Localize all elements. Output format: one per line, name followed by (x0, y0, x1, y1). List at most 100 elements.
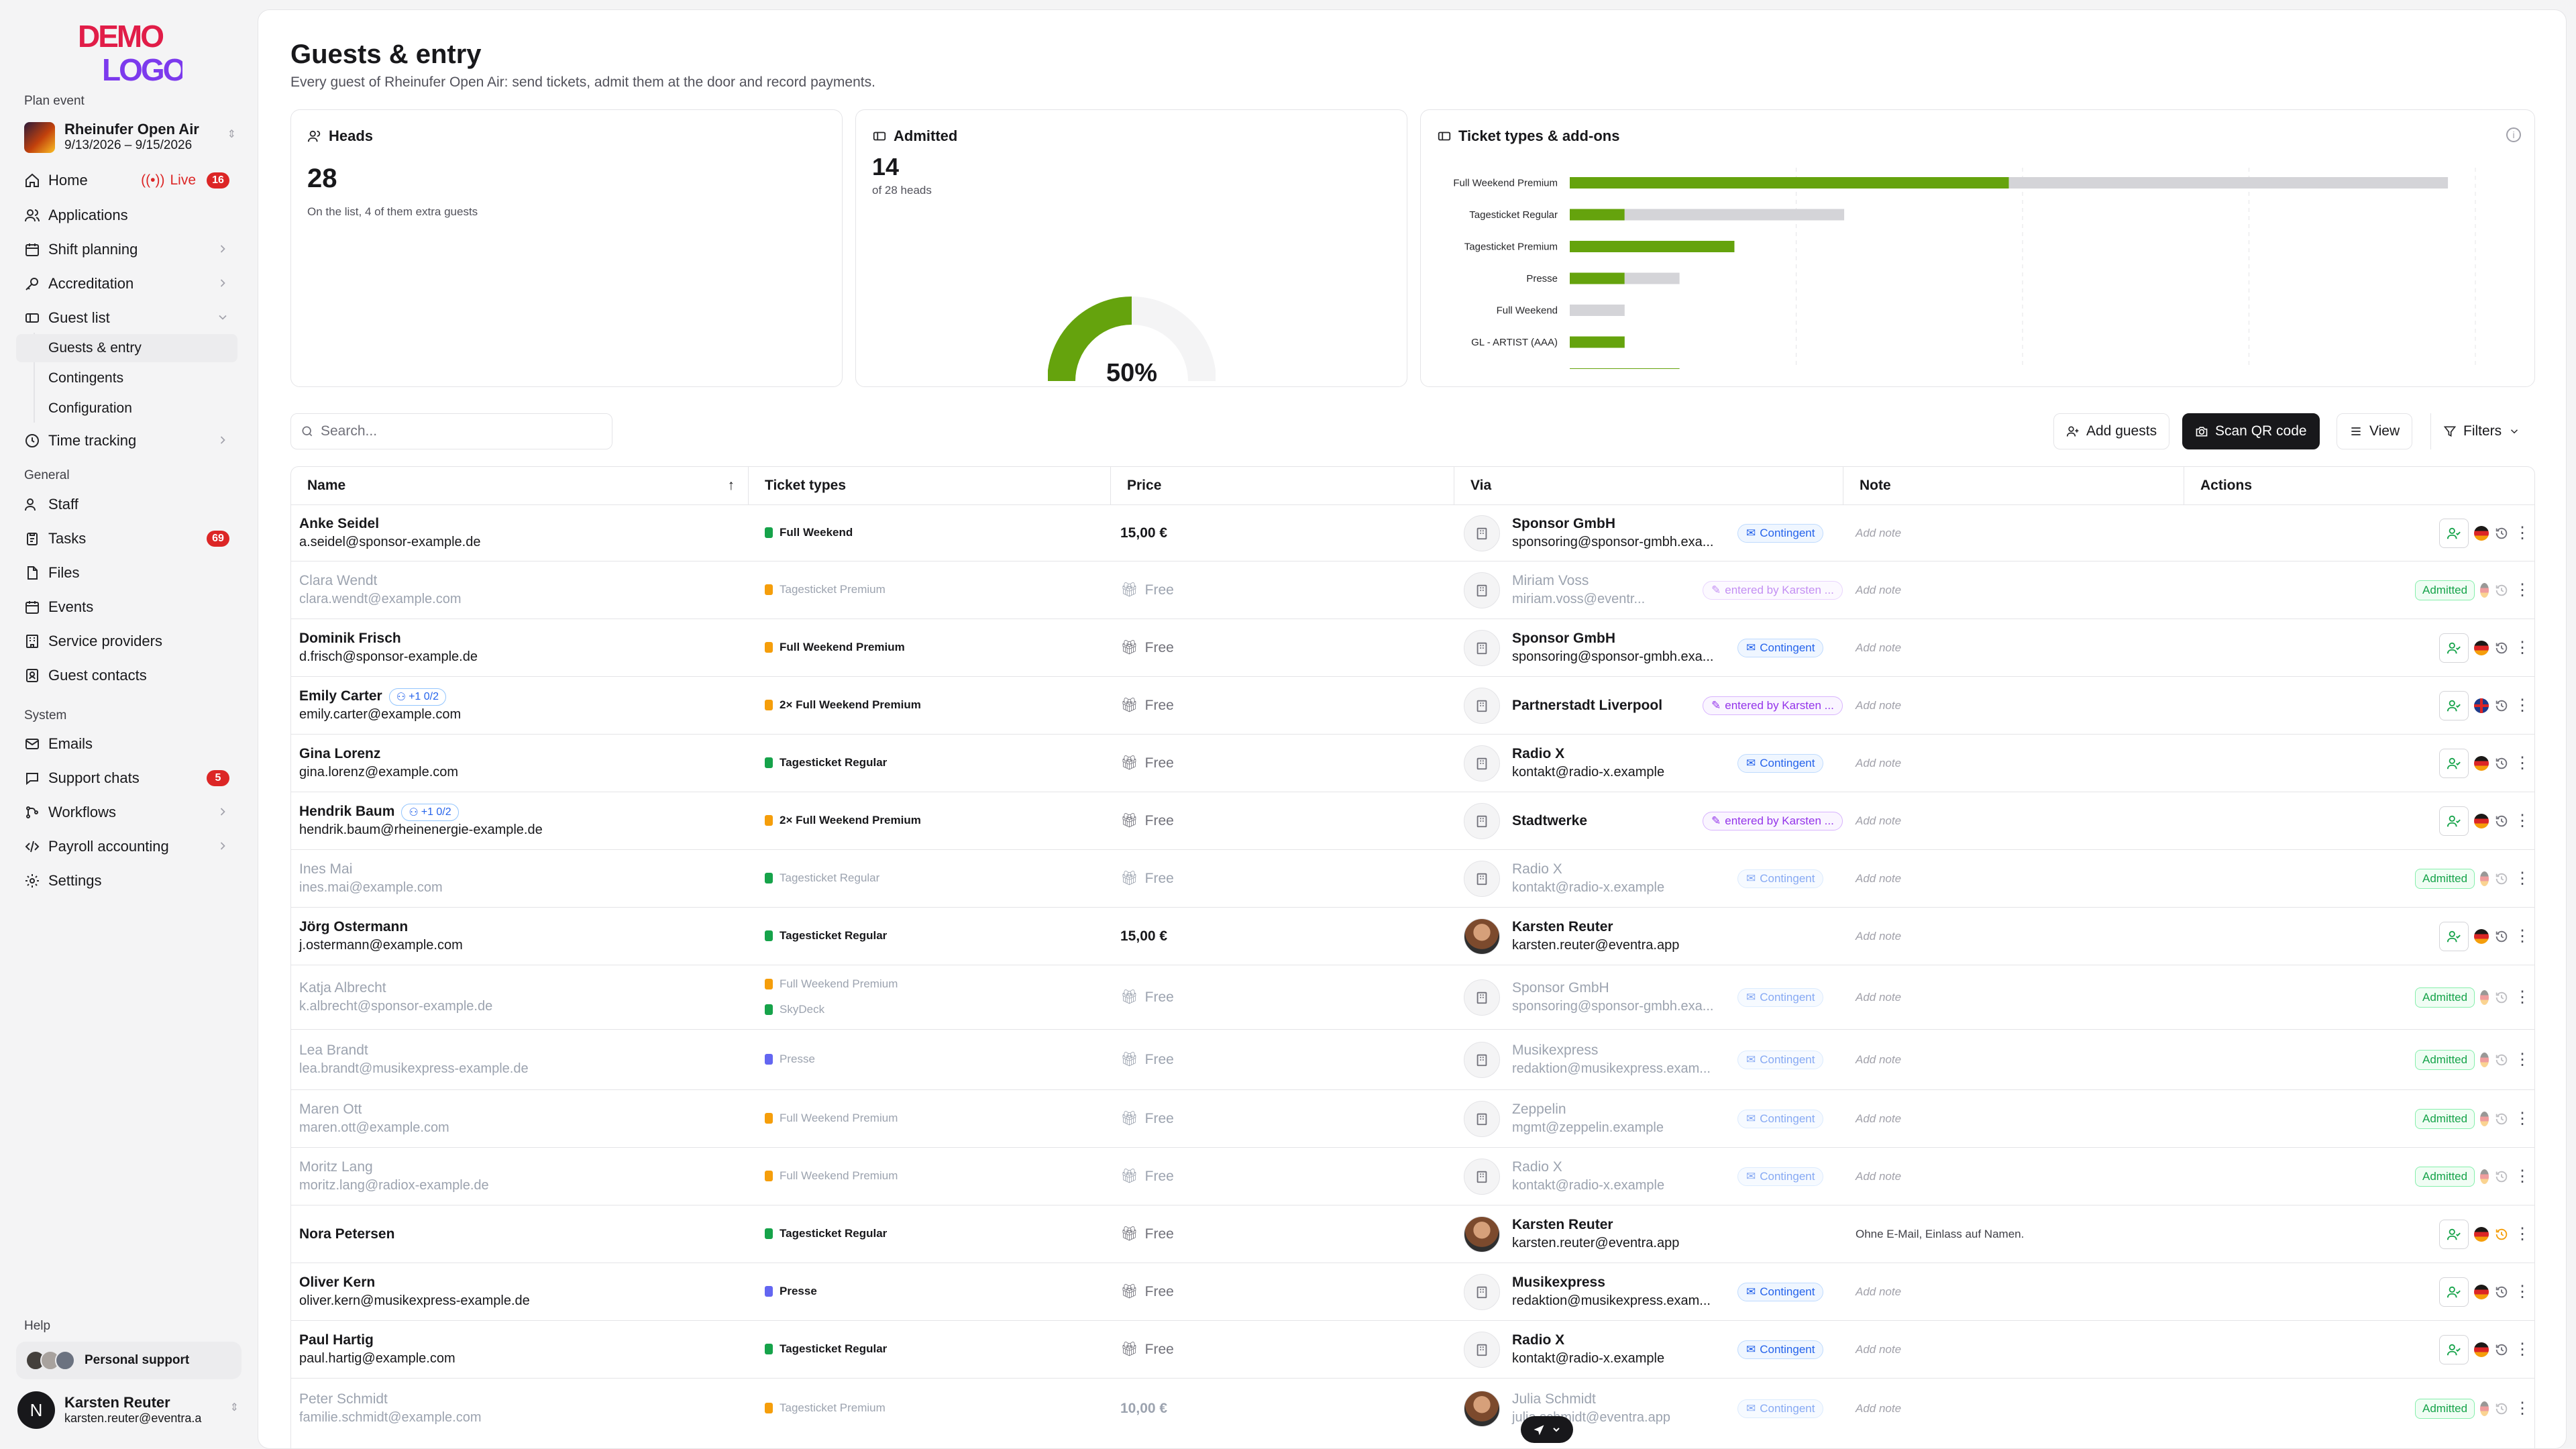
table-row[interactable]: Anke Seidel a.seidel@sponsor-example.de Fu… (291, 504, 2534, 561)
table-row[interactable]: Oliver Kern oliver.kern@musikexpress-exam… (291, 1263, 2534, 1320)
ticket-type[interactable]: Tagesticket Regular (765, 1342, 887, 1356)
bar-segment[interactable] (2008, 177, 2449, 189)
more-icon[interactable]: ⋮ (2514, 696, 2530, 714)
bar-segment[interactable] (1570, 241, 1735, 252)
more-icon[interactable]: ⋮ (2514, 639, 2530, 657)
ticket-type[interactable]: Tagesticket Regular (765, 1227, 887, 1240)
history-icon[interactable] (2494, 641, 2509, 655)
note-cell[interactable]: Add note (1856, 1053, 1902, 1066)
price-cell[interactable]: 🎁︎ Free (1120, 698, 1174, 713)
more-icon[interactable]: ⋮ (2514, 869, 2530, 888)
uk-flag-icon[interactable] (2474, 698, 2489, 713)
admit-button[interactable] (2439, 633, 2469, 663)
admit-button[interactable] (2439, 1335, 2469, 1364)
german-flag-icon[interactable] (2474, 641, 2489, 655)
ticket-type[interactable]: 2× Full Weekend Premium (765, 698, 921, 712)
german-flag-icon[interactable] (2474, 1342, 2489, 1357)
table-row[interactable]: Lea Brandt lea.brandt@musikexpress-exampl… (291, 1029, 2534, 1089)
search-input[interactable]: Search... (290, 413, 612, 449)
ticket-type[interactable]: Full Weekend Premium (765, 1112, 898, 1125)
table-row[interactable]: Gina Lorenz gina.lorenz@example.com Tagest… (291, 734, 2534, 792)
contingent-tag[interactable]: ✉ Contingent (1737, 1399, 1824, 1418)
sidebar-item-emails[interactable]: Emails (16, 730, 237, 758)
sidebar-item-configuration[interactable]: Configuration (16, 394, 237, 423)
more-icon[interactable]: ⋮ (2514, 812, 2530, 830)
more-icon[interactable]: ⋮ (2514, 1167, 2530, 1185)
sidebar-item-staff[interactable]: Staff (16, 490, 237, 519)
german-flag-icon[interactable] (2480, 1169, 2489, 1184)
info-icon[interactable]: i (2506, 127, 2521, 142)
note-cell[interactable]: Add note (1856, 699, 1902, 712)
history-icon[interactable] (2494, 929, 2509, 944)
ticket-type[interactable]: Full Weekend Premium (765, 1169, 898, 1183)
view-button[interactable]: View (2337, 413, 2413, 449)
bar-segment[interactable] (1570, 368, 1680, 369)
more-icon[interactable]: ⋮ (2514, 581, 2530, 599)
ticket-type[interactable]: Tagesticket Premium (765, 1401, 885, 1415)
admit-button[interactable] (2439, 749, 2469, 778)
price-cell[interactable]: 🎁︎ Free (1120, 1226, 1174, 1242)
german-flag-icon[interactable] (2474, 1285, 2489, 1299)
table-row[interactable]: Clara Wendt clara.wendt@example.com Tagest… (291, 561, 2534, 619)
sidebar-item-events[interactable]: Events (16, 593, 237, 621)
table-row[interactable]: Dominik Frisch d.frisch@sponsor-example.d… (291, 619, 2534, 676)
note-cell[interactable]: Add note (1856, 584, 1902, 596)
sidebar-item-guests-entry[interactable]: Guests & entry (16, 334, 237, 362)
sidebar-item-guest-list[interactable]: Guest list (16, 304, 237, 332)
add-guests-button[interactable]: Add guests (2053, 413, 2170, 449)
contingent-tag[interactable]: ✉ Contingent (1737, 988, 1824, 1007)
extra-guests-badge[interactable]: ⚇ +1 0/2 (401, 804, 459, 821)
extra-guests-badge[interactable]: ⚇ +1 0/2 (388, 688, 447, 706)
german-flag-icon[interactable] (2474, 526, 2489, 541)
column-header-note[interactable]: Note (1843, 467, 2184, 504)
more-icon[interactable]: ⋮ (2514, 1110, 2530, 1128)
note-cell[interactable]: Add note (1856, 872, 1902, 885)
entered-by-tag[interactable]: ✎ entered by Karsten ... (1703, 812, 1843, 830)
note-cell[interactable]: Add note (1856, 1170, 1902, 1183)
sidebar-item-accreditation[interactable]: Accreditation (16, 270, 237, 298)
sidebar-item-service-providers[interactable]: Service providers (16, 627, 237, 655)
bar-segment[interactable] (1570, 305, 1625, 316)
table-row[interactable]: Hendrik Baum ⚇ +1 0/2 hendrik.baum@rheinene… (291, 792, 2534, 849)
note-cell[interactable]: Add note (1856, 991, 1902, 1004)
table-row[interactable]: Maren Ott maren.ott@example.com Full Weeke… (291, 1089, 2534, 1147)
note-cell[interactable]: Add note (1856, 641, 1902, 654)
sidebar-item-guest-contacts[interactable]: Guest contacts (16, 661, 237, 690)
history-icon[interactable] (2494, 1053, 2509, 1067)
admit-button[interactable] (2439, 922, 2469, 951)
sidebar-item-applications[interactable]: Applications (16, 201, 237, 229)
note-cell[interactable]: Add note (1856, 1402, 1902, 1415)
sort-ascending-icon[interactable]: ↑ (727, 478, 735, 493)
price-cell[interactable]: 🎁︎ Free (1120, 871, 1174, 886)
user-menu[interactable]: N Karsten Reuter karsten.reuter@eventra.… (17, 1387, 239, 1433)
price-cell[interactable]: 🎁︎ Free (1120, 640, 1174, 655)
german-flag-icon[interactable] (2480, 990, 2489, 1005)
note-cell[interactable]: Ohne E-Mail, Einlass auf Namen. (1856, 1228, 2025, 1240)
contingent-tag[interactable]: ✉ Contingent (1737, 1051, 1824, 1069)
price-cell[interactable]: 🎁︎ Free (1120, 813, 1174, 828)
german-flag-icon[interactable] (2474, 756, 2489, 771)
sidebar-item-contingents[interactable]: Contingents (16, 364, 237, 392)
table-row[interactable]: Nora Petersen Tagesticket Regular 🎁︎ Free Ka… (291, 1205, 2534, 1263)
german-flag-icon[interactable] (2480, 1053, 2489, 1067)
more-icon[interactable]: ⋮ (2514, 927, 2530, 945)
ticket-type[interactable]: Presse (765, 1053, 815, 1066)
price-cell[interactable]: 15,00 € (1120, 928, 1168, 944)
price-cell[interactable]: 🎁︎ Free (1120, 755, 1174, 771)
admit-button[interactable] (2439, 806, 2469, 836)
price-cell[interactable]: 10,00 € (1120, 1401, 1168, 1416)
history-icon[interactable] (2494, 814, 2509, 828)
column-header-ticket-types[interactable]: Ticket types (749, 467, 1111, 504)
table-row[interactable]: Jörg Ostermann j.ostermann@example.com Tag… (291, 907, 2534, 965)
send-menu-button[interactable] (1521, 1416, 1573, 1443)
note-cell[interactable]: Add note (1856, 930, 1902, 943)
column-header-price[interactable]: Price (1111, 467, 1454, 504)
german-flag-icon[interactable] (2480, 871, 2489, 886)
contingent-tag[interactable]: ✉ Contingent (1737, 1167, 1824, 1186)
history-icon[interactable] (2494, 1227, 2509, 1242)
column-header-name[interactable]: Name ↑ (291, 467, 749, 504)
price-cell[interactable]: 🎁︎ Free (1120, 582, 1174, 598)
history-icon[interactable] (2494, 756, 2509, 771)
contingent-tag[interactable]: ✉ Contingent (1737, 1340, 1824, 1359)
more-icon[interactable]: ⋮ (2514, 1283, 2530, 1301)
